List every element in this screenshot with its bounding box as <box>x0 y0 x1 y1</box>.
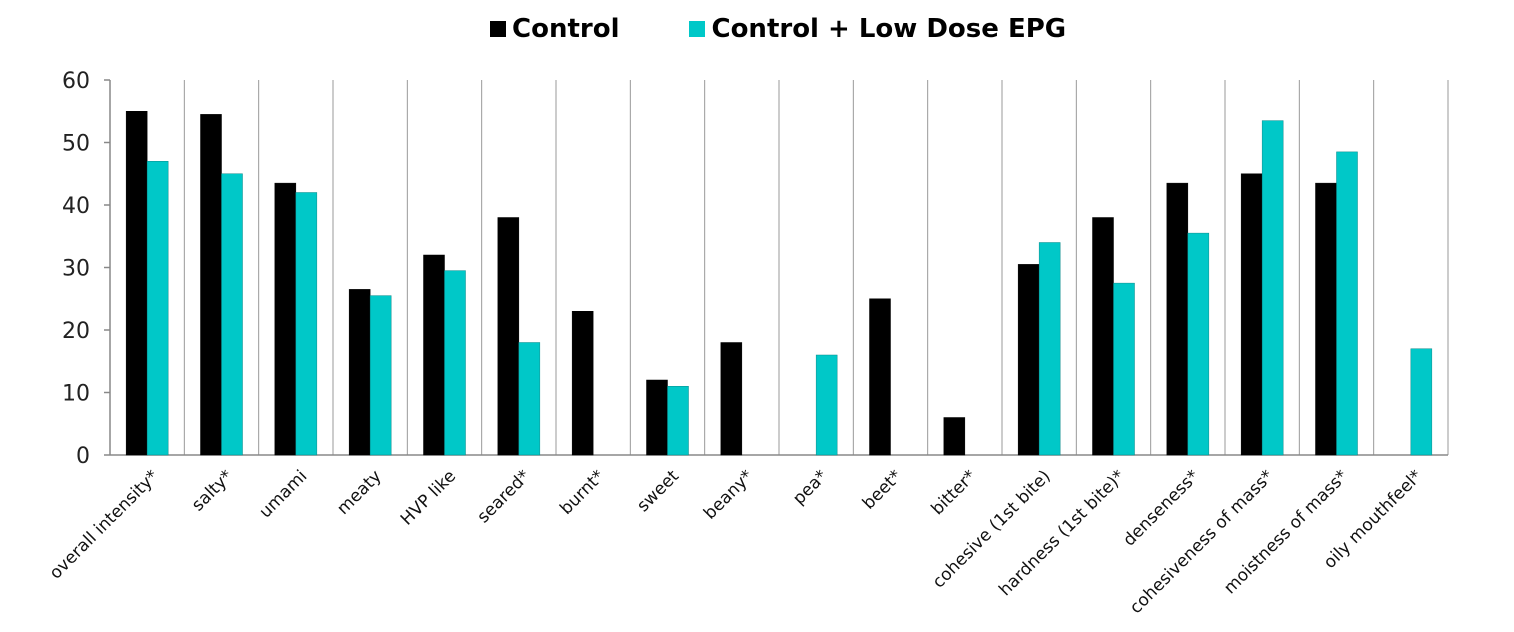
bar-control <box>1017 264 1040 456</box>
x-tick-label: sweet <box>633 466 683 516</box>
bar-control <box>1092 217 1114 456</box>
x-tick-label: beany* <box>700 466 757 523</box>
bar-control <box>646 379 668 456</box>
bar-low-dose <box>221 173 243 456</box>
bar-control <box>497 217 520 456</box>
x-tick-label: beet* <box>859 466 906 513</box>
bar-control <box>348 289 371 456</box>
bar-low-dose <box>1187 232 1210 456</box>
x-tick-label: moistness of mass* <box>1220 466 1352 598</box>
x-tick-label: overall intensity* <box>46 466 163 583</box>
x-tick-label: salty* <box>188 466 237 515</box>
x-tick-label: meaty <box>333 466 385 518</box>
bar-low-dose <box>1336 151 1358 456</box>
bar-control <box>943 417 966 456</box>
bar-control <box>125 111 148 456</box>
bar-control <box>869 298 891 456</box>
bar-control <box>720 342 743 456</box>
legend-label-control: Control <box>512 14 620 44</box>
bar-low-dose <box>146 161 169 456</box>
x-tick-label: burnt* <box>556 466 608 518</box>
bar-low-dose <box>1410 348 1433 456</box>
bar-low-dose <box>1261 120 1284 456</box>
y-tick-label: 50 <box>62 132 90 157</box>
bar-control <box>274 182 297 456</box>
y-tick-label: 10 <box>62 382 90 407</box>
legend-swatch-low-dose <box>689 21 706 37</box>
bar-low-dose <box>1038 242 1061 456</box>
y-tick-label: 20 <box>62 319 90 344</box>
y-tick-label: 0 <box>76 444 90 469</box>
bar-low-dose <box>444 270 466 456</box>
bar-low-dose <box>369 295 392 456</box>
x-tick-label: pea* <box>789 466 832 509</box>
bar-low-dose <box>667 386 689 456</box>
legend-swatch-control <box>490 21 506 37</box>
x-tick-label: hardness (1st bite)* <box>995 466 1129 600</box>
bar-low-dose <box>1113 282 1135 456</box>
x-tick-label: seared* <box>473 466 534 527</box>
legend-item-control: Control <box>490 14 619 44</box>
bar-low-dose <box>815 354 838 456</box>
bar-control <box>1240 173 1263 456</box>
bar-control <box>571 311 594 456</box>
x-tick-label: cohesiveness of mass* <box>1126 466 1278 618</box>
y-tick-label: 60 <box>62 69 90 94</box>
bar-control <box>1315 182 1337 456</box>
bar-control <box>423 254 445 456</box>
y-tick-label: 30 <box>62 257 90 282</box>
x-tick-label: HVP like <box>397 466 460 529</box>
bar-low-dose <box>295 192 318 456</box>
bar-low-dose <box>518 342 541 456</box>
y-tick-label: 40 <box>62 194 90 219</box>
bar-control <box>1166 182 1189 456</box>
x-tick-label: umami <box>255 466 311 522</box>
legend-label-low-dose: Control + Low Dose EPG <box>711 14 1067 44</box>
legend-item-low-dose: Control + Low Dose EPG <box>689 14 1066 44</box>
bar-control <box>200 114 222 456</box>
legend: Control Control + Low Dose EPG <box>490 14 1136 44</box>
x-tick-label: bitter* <box>927 466 980 519</box>
